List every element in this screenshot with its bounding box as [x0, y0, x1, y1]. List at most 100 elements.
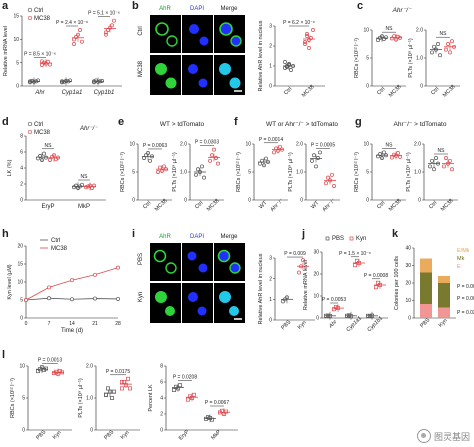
panel-g-rbc-ytick-label: 5 — [366, 170, 369, 176]
panel-e-rbc-ytick-label: 5 — [132, 170, 135, 176]
panel-b-mc38-point — [303, 40, 307, 44]
panel-l-plt-pbs-point — [108, 389, 112, 394]
panel-c-xcat: MC38 — [388, 84, 403, 99]
panel-d-ytick-label: 2 — [20, 182, 23, 188]
panel-j-gene-label: Cyp1a1 — [345, 315, 363, 333]
panel-f-rbc-g2-point — [272, 150, 276, 155]
panel-h-legend-ctrl: Ctrl — [51, 238, 60, 244]
panel-l-lk-eryp-kyn-point — [192, 392, 196, 397]
panel-i-pbs-point — [283, 297, 287, 302]
panel-a-ytick-label: 5 — [16, 60, 19, 66]
panel-b-ytick-label: 0 — [269, 84, 272, 90]
panel-j-Cyp1a1-pvalue: P = 1.5 × 10⁻⁶ — [339, 251, 371, 257]
panel-l-xcat: PBS — [35, 429, 47, 441]
panel-letter-l: l — [2, 349, 6, 361]
panel-a-mc38-Cyp1b1-point — [110, 23, 114, 28]
panel-a-mc38-Cyp1a1-point — [80, 39, 84, 44]
panel-j-gene-label: Ahr — [327, 318, 339, 330]
panel-f-rbc-g2-point — [280, 147, 284, 152]
panel-l-lk-ytick-label: 8 — [160, 364, 163, 370]
panel-j-kyn-Cyp1a1-point — [355, 258, 359, 263]
panel-f-plt-g2-point — [326, 175, 330, 180]
panel-a-ctrl-Ahr-point — [36, 78, 40, 83]
panel-a-ctrl-Cyp1a1-point — [62, 79, 66, 84]
panel-h-ctrl-point — [47, 296, 51, 301]
panel-l-plt-pbs-point — [104, 392, 108, 397]
panel-f-plt-ytick-label: 2.0 — [296, 142, 303, 148]
micro-b-header-ahr: AhR — [159, 6, 171, 12]
panel-i-ytick-label: 1 — [269, 297, 272, 303]
panel-c-ctrl-point — [384, 35, 388, 40]
panel-b-ctrl-point — [287, 62, 291, 66]
panel-c-mc38-point — [394, 37, 398, 42]
panel-f-rbc-g2-point — [274, 146, 278, 151]
panel-k-ylabel: Colonies per 100 cells — [394, 256, 400, 310]
panel-a-ctrl-Ahr-point — [32, 79, 36, 84]
panel-d-mc38-eryp-point — [48, 158, 52, 162]
micro-i-pbs-merge — [214, 243, 245, 281]
panel-a-mc38-Cyp1a1-point — [72, 37, 76, 42]
panel-h-xlabel: Time (d) — [61, 328, 83, 334]
panel-g-rbc-g1-point — [382, 150, 386, 155]
panel-j-pbs-Cyp1a1-point — [347, 313, 351, 318]
panel-k-bar-segment — [420, 304, 432, 318]
panel-a-ytick-label: 0 — [16, 84, 19, 90]
panel-e-plt-g1-point — [200, 164, 204, 169]
panel-c-ctrl-point — [376, 38, 380, 43]
panel-f-plt-g2-point — [330, 172, 334, 177]
panel-l-rbc-ytick-label: 5 — [22, 396, 25, 402]
micro-b-row-mc38: MC38 — [138, 61, 144, 78]
panel-h-xtick-label: 0 — [25, 321, 28, 327]
panel-j-legend-kyn-marker — [349, 236, 354, 241]
panel-h-mc38-point — [116, 265, 120, 270]
panel-a-ylabel: Relative mRNA level — [3, 26, 9, 76]
panel-c-ctrl-point — [430, 50, 434, 55]
panel-a-mc38-Cyp1b1-point — [112, 18, 116, 23]
panel-e-rbc-g1-point — [142, 156, 146, 160]
panel-letter-b: b — [132, 0, 139, 12]
panel-l-rbc-pbs-point — [42, 367, 46, 372]
panel-i-kyn-point — [301, 258, 305, 263]
panel-j-kyn-Ahr-point — [332, 307, 336, 312]
micro-i-row-pbs: PBS — [138, 253, 144, 266]
panel-f-plt-g2-point — [324, 181, 328, 186]
panel-k-bar-segment — [438, 283, 450, 308]
panel-a-ctrl-Cyp1b1-point — [100, 78, 104, 83]
panel-e-rbc-g1-point — [150, 154, 154, 159]
panel-h-ytick-label: 15 — [17, 262, 23, 268]
panel-d-mc38-eryp-point — [54, 157, 58, 162]
panel-l-plt-kyn-point — [128, 386, 132, 391]
panel-c-0-ytick-label: 5 — [366, 56, 369, 62]
panel-l-plt-pbs-point — [106, 386, 110, 391]
panel-g-plt-pvalue: NS — [438, 148, 446, 154]
panel-j-pbs-Ahr-point — [326, 313, 330, 318]
panel-b-mc38-point — [307, 38, 311, 42]
panel-h-mc38-point — [93, 272, 97, 277]
panel-l-xcat: Kyn — [52, 430, 63, 441]
panel-g-rbc-ytick-label: 0 — [366, 198, 369, 204]
panel-c-ctrl-point — [434, 47, 438, 52]
panel-j-legend-pbs: PBS — [332, 236, 344, 242]
panel-a-ctrl-Ahr-point — [28, 80, 32, 85]
panel-l-lk-eryp-pvalue: P = 0.0208 — [173, 374, 197, 380]
panel-a-mc38-Cyp1b1-point — [104, 32, 108, 37]
panel-a-ctrl-Cyp1a1-point — [66, 79, 70, 84]
panel-f-plt-g2-point — [332, 184, 336, 188]
panel-h-ctrl-point — [70, 297, 74, 302]
micro-b-mc38-merge — [214, 55, 245, 95]
panel-b-mc38-point — [303, 42, 307, 46]
micro-i-header-dapi: DAPI — [189, 234, 204, 240]
panel-c-mc38-point — [390, 36, 394, 41]
panel-g-xcat: Ctrl — [376, 200, 386, 210]
panel-c-title: Ahr⁻/⁻ — [392, 7, 412, 14]
panel-k-pvalue-1: P = 0.0010 — [457, 296, 474, 302]
panel-b-ytick-label: 2 — [269, 44, 272, 50]
panel-c-mc38-point — [444, 47, 448, 52]
panel-j-ylabel: Relative mRNA level — [303, 260, 309, 310]
panel-l-plt-pbs-point — [112, 389, 116, 394]
micrograph-i: AhR DAPI Merge PBS Kyn — [138, 234, 248, 334]
panel-l-plt-ytick-label: 1.0 — [86, 396, 93, 402]
panel-a-mc38-Cyp1a1-point — [72, 42, 76, 46]
panel-l-xcat: PBS — [103, 429, 115, 441]
panel-a-Cyp1a1-pvalue: P = 2.4 × 10⁻⁸ — [56, 20, 88, 26]
